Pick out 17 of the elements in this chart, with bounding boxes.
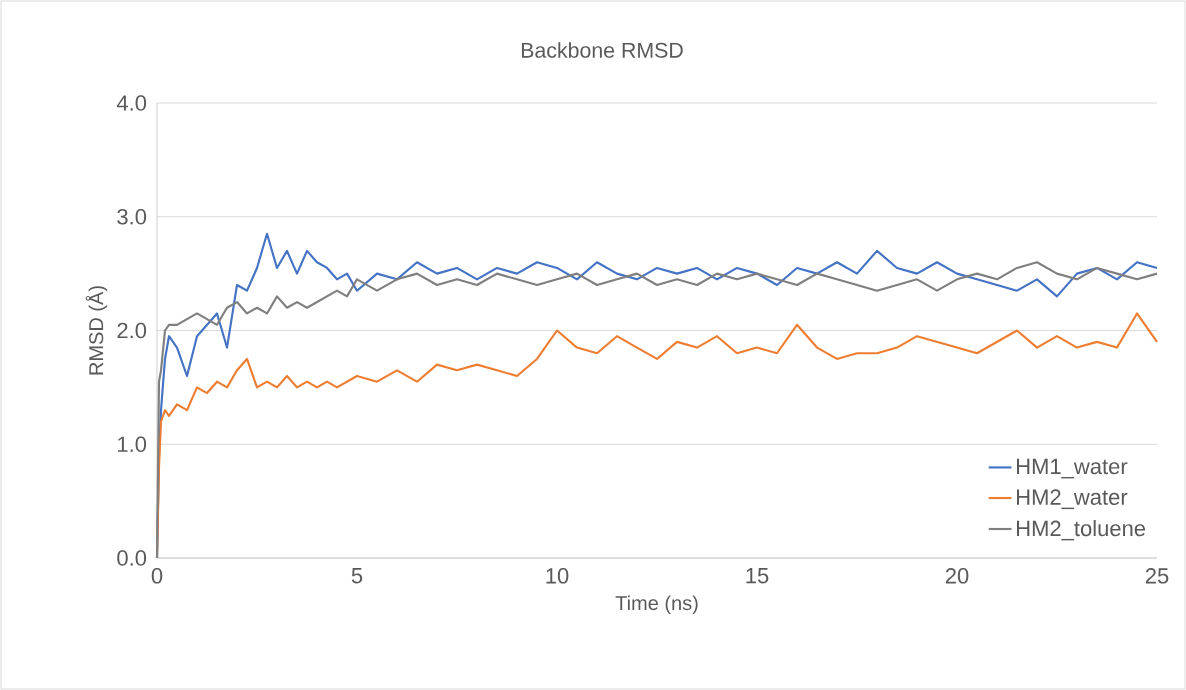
legend-label: HM1_water: [1017, 458, 1128, 479]
x-axis-title: Time (ns): [615, 595, 698, 615]
legend-label: HM2_water: [1017, 489, 1128, 510]
x-tick-label: 10: [546, 568, 569, 584]
y-tick-label: 0.0: [117, 550, 147, 566]
x-tick-label: 5: [351, 568, 363, 584]
x-tick-label: 0: [151, 568, 163, 584]
y-axis-title: RMSD (Å): [85, 286, 108, 375]
x-tick-label: 20: [945, 568, 969, 584]
y-tick-label: 3.0: [117, 208, 147, 225]
y-tick-label: 2.0: [117, 322, 147, 339]
y-tick-label: 4.0: [116, 95, 147, 111]
legend-label: HM2_toluene: [1017, 520, 1146, 541]
chart-title: Backbone RMSD: [521, 42, 683, 58]
x-tick-label: 15: [746, 568, 769, 584]
x-tick-label: 25: [1145, 568, 1169, 584]
y-tick-label: 1.0: [118, 436, 147, 453]
